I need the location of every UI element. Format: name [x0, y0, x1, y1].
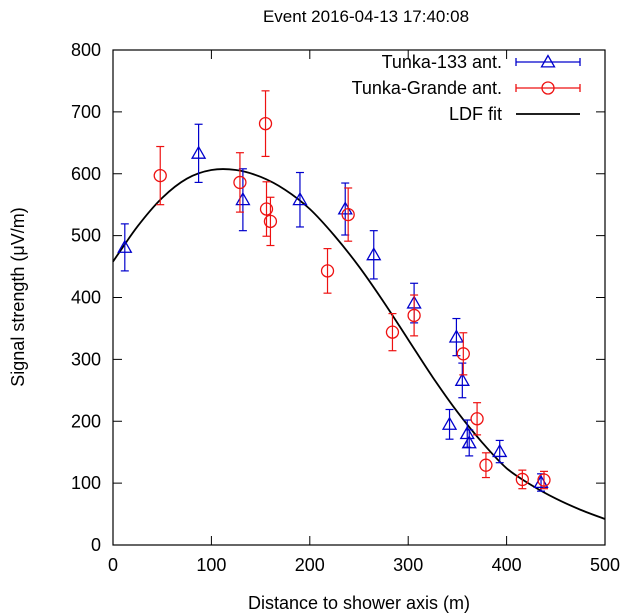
- circle-marker: [515, 472, 529, 487]
- data-point: [448, 317, 465, 357]
- data-point: [515, 469, 529, 490]
- triangle-marker: [117, 239, 133, 253]
- triangle-marker: [454, 372, 470, 386]
- x-tick-label: 0: [108, 555, 118, 575]
- data-point: [385, 312, 400, 352]
- tunka133-series: [117, 123, 549, 492]
- circle-marker: [341, 207, 355, 222]
- data-point: [459, 419, 475, 448]
- data-point: [258, 90, 273, 158]
- x-axis: 0 100 200 300 400 500: [108, 50, 620, 575]
- y-tick-label: 500: [71, 226, 101, 246]
- data-point: [233, 152, 247, 213]
- data-point: [366, 230, 382, 280]
- x-axis-label: Distance to shower axis (m): [248, 593, 470, 613]
- x-tick-label: 500: [590, 555, 620, 575]
- data-point: [235, 168, 251, 232]
- x-tick-label: 100: [196, 555, 226, 575]
- circle-marker: [479, 458, 493, 472]
- circle-marker: [263, 214, 278, 229]
- y-tick-label: 700: [71, 102, 101, 122]
- data-point: [456, 332, 470, 376]
- x-tick-label: 400: [492, 555, 522, 575]
- data-point: [441, 408, 458, 440]
- data-point: [537, 470, 551, 490]
- data-point: [259, 181, 274, 237]
- circle-marker: [385, 325, 400, 339]
- circle-marker: [537, 473, 551, 487]
- legend-label: Tunka-133 ant.: [382, 52, 502, 72]
- data-point: [454, 362, 470, 399]
- triangle-marker: [448, 329, 465, 343]
- triangle-marker: [461, 435, 477, 449]
- circle-marker: [470, 412, 484, 426]
- y-tick-label: 100: [71, 473, 101, 493]
- circle-marker: [259, 202, 274, 216]
- data-point: [263, 196, 278, 247]
- data-point: [292, 171, 308, 228]
- data-point: [470, 402, 484, 436]
- ldf-fit-line: [112, 168, 606, 520]
- y-tick-label: 400: [71, 288, 101, 308]
- data-point: [190, 123, 207, 184]
- data-point: [117, 223, 133, 272]
- y-tick-label: 300: [71, 349, 101, 369]
- triangle-marker: [441, 416, 458, 430]
- data-point: [320, 248, 335, 294]
- circle-marker: [233, 175, 247, 190]
- y-tick-label: 600: [71, 164, 101, 184]
- triangle-marker: [190, 145, 207, 159]
- circle-marker: [153, 168, 167, 183]
- circle-marker: [456, 347, 470, 361]
- legend-triangle-marker: [540, 54, 556, 68]
- circle-marker: [320, 264, 335, 278]
- triangle-marker: [292, 191, 308, 206]
- plot-frame: [112, 49, 606, 546]
- triangle-marker: [459, 425, 475, 440]
- circle-marker: [258, 116, 273, 131]
- data-point: [479, 452, 493, 479]
- triangle-marker: [366, 246, 382, 261]
- data-point: [153, 145, 167, 206]
- data-point: [461, 429, 477, 457]
- y-axis: 0 100 200 300 400 500 600 700 800: [71, 40, 605, 555]
- legend: Tunka-133 ant. Tunka-Grande ant. LDF fit: [352, 52, 581, 124]
- y-tick-label: 200: [71, 411, 101, 431]
- legend-label: Tunka-Grande ant.: [352, 78, 502, 98]
- x-tick-label: 300: [393, 555, 423, 575]
- y-tick-label: 800: [71, 40, 101, 60]
- legend-label: LDF fit: [449, 104, 502, 124]
- circle-marker: [407, 308, 421, 323]
- y-tick-label: 0: [91, 535, 101, 555]
- triangle-marker: [492, 443, 508, 458]
- y-axis-label: Signal strength (μV/m): [8, 207, 28, 386]
- tunka-grande-series: [153, 90, 551, 490]
- data-point: [492, 439, 508, 464]
- x-tick-label: 200: [295, 555, 325, 575]
- data-point: [407, 294, 421, 337]
- legend-circle-marker: [541, 81, 555, 95]
- chart-title: Event 2016-04-13 17:40:08: [263, 7, 469, 26]
- data-point: [341, 187, 355, 242]
- data-points: [117, 90, 551, 492]
